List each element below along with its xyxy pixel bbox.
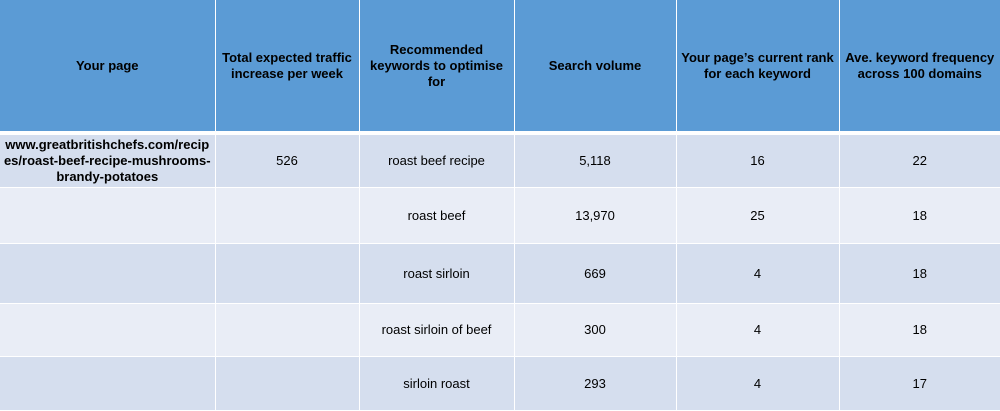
header-search-volume: Search volume [514,0,677,135]
frequency-cell: 18 [839,243,1000,304]
header-your-page: Your page [0,0,216,135]
search-volume-cell: 300 [514,303,677,357]
header-row: Your page Total expected traffic increas… [0,0,1000,135]
frequency-cell: 18 [839,187,1000,244]
header-current-rank: Your page’s current rank for each keywor… [676,0,840,135]
header-recommended-keywords: Recommended keywords to optimise for [359,0,515,135]
frequency-cell: 22 [839,133,1000,188]
frequency-cell: 18 [839,303,1000,357]
traffic-cell [215,187,360,244]
rank-cell: 4 [676,356,840,411]
rank-cell: 25 [676,187,840,244]
search-volume-cell: 293 [514,356,677,411]
search-volume-cell: 669 [514,243,677,304]
header-keyword-frequency: Ave. keyword frequency across 100 domain… [839,0,1000,135]
table-body: www.greatbritishchefs.com/recipes/roast-… [0,133,1000,411]
keyword-cell: roast sirloin of beef [359,303,515,357]
table-header: Your page Total expected traffic increas… [0,0,1000,135]
keyword-cell: roast sirloin [359,243,515,304]
traffic-cell [215,303,360,357]
page-url-cell [0,303,216,357]
table-row: roast beef 13,970 25 18 [0,187,1000,244]
rank-cell: 16 [676,133,840,188]
traffic-cell: 526 [215,133,360,188]
table-row: www.greatbritishchefs.com/recipes/roast-… [0,133,1000,188]
header-traffic-increase: Total expected traffic increase per week [215,0,360,135]
page-url-cell: www.greatbritishchefs.com/recipes/roast-… [0,133,216,188]
page-url-cell [0,356,216,411]
search-volume-cell: 13,970 [514,187,677,244]
table-row: roast sirloin 669 4 18 [0,243,1000,304]
page-url-cell [0,243,216,304]
traffic-cell [215,356,360,411]
rank-cell: 4 [676,303,840,357]
table-row: roast sirloin of beef 300 4 18 [0,303,1000,357]
rank-cell: 4 [676,243,840,304]
keyword-cell: roast beef [359,187,515,244]
table-row: sirloin roast 293 4 17 [0,356,1000,411]
search-volume-cell: 5,118 [514,133,677,188]
traffic-cell [215,243,360,304]
page-url-cell [0,187,216,244]
keyword-cell: sirloin roast [359,356,515,411]
frequency-cell: 17 [839,356,1000,411]
keyword-cell: roast beef recipe [359,133,515,188]
